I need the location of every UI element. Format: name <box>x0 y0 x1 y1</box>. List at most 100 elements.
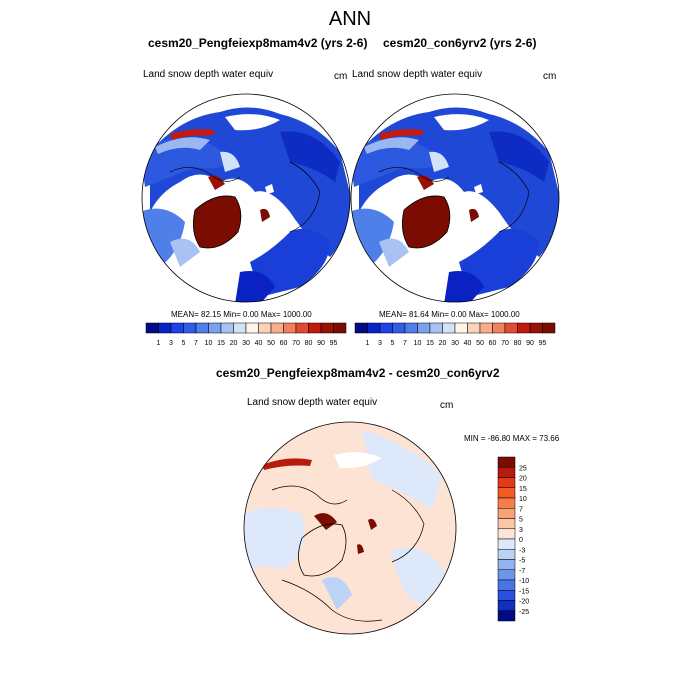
colorbar-tick-label: 60 <box>489 340 497 347</box>
colorbar-swatch <box>497 559 516 570</box>
colorbar-swatch <box>479 322 493 334</box>
panel-1-map-boundary <box>141 93 351 303</box>
colorbar-swatch <box>354 322 368 334</box>
colorbar-tick-label: -20 <box>519 599 529 606</box>
colorbar-swatch <box>497 487 516 499</box>
colorbar-swatch <box>158 322 172 334</box>
colorbar-swatch <box>220 322 234 334</box>
colorbar-swatch <box>417 322 431 334</box>
colorbar-swatch <box>517 322 531 334</box>
panel-2-map-field <box>351 94 559 302</box>
colorbar-tick-label: 70 <box>292 340 300 347</box>
colorbar-swatch <box>245 322 259 334</box>
colorbar-swatch <box>467 322 481 334</box>
colorbar-tick-label: 40 <box>464 340 472 347</box>
colorbar-tick-label: 7 <box>403 340 407 347</box>
colorbar-swatch <box>404 322 418 334</box>
panel-1-case-title: cesm20_Pengfeiexp8mam4v2 (yrs 2-6) <box>148 36 368 50</box>
colorbar-tick-label: 7 <box>519 506 523 513</box>
panel-2-colorbar: 1 3 5 7 10 15 20 30 40 50 60 70 80 90 95 <box>354 322 556 347</box>
colorbar-tick-label: 3 <box>378 340 382 347</box>
panel-3-stats: MIN = -86.80 MAX = 73.66 <box>464 434 560 443</box>
colorbar-tick-label: -25 <box>519 609 529 616</box>
colorbar-tick-label: 0 <box>519 537 523 544</box>
colorbar-tick-label: 20 <box>230 340 238 347</box>
colorbar-tick-label: 20 <box>439 340 447 347</box>
colorbar-tick-label: -15 <box>519 588 529 595</box>
colorbar-swatch <box>497 467 516 478</box>
colorbar-swatch <box>529 322 543 334</box>
panel-3-units: cm <box>440 400 454 411</box>
colorbar-swatch <box>497 508 516 519</box>
panel-3-map-field <box>244 422 456 634</box>
colorbar-swatch <box>233 322 247 334</box>
colorbar-tick-label: 25 <box>519 465 527 472</box>
colorbar-swatch <box>497 549 516 560</box>
colorbar-tick-label: -3 <box>519 547 525 554</box>
panel-2-variable-label: Land snow depth water equiv <box>352 69 483 80</box>
colorbar-swatch <box>258 322 272 334</box>
colorbar-swatch <box>379 322 393 334</box>
colorbar-tick-label: 90 <box>526 340 534 347</box>
colorbar-swatch <box>208 322 222 334</box>
colorbar-tick-label: 10 <box>414 340 422 347</box>
colorbar-tick-label: 95 <box>330 340 338 347</box>
colorbar-tick-label: 3 <box>169 340 173 347</box>
page-title: ANN <box>328 8 372 30</box>
colorbar-swatch <box>270 322 284 334</box>
colorbar-tick-label: 15 <box>519 486 527 493</box>
colorbar-tick-label: 95 <box>539 340 547 347</box>
colorbar-tick-label: 80 <box>514 340 522 347</box>
colorbar-tick-label: 80 <box>305 340 313 347</box>
colorbar-swatch <box>497 569 516 581</box>
colorbar-tick-label: 5 <box>182 340 186 347</box>
panel-1-polar-map <box>141 93 351 303</box>
colorbar-tick-label: 10 <box>205 340 213 347</box>
colorbar-swatch <box>145 322 159 334</box>
colorbar-tick-label: 10 <box>519 496 527 503</box>
colorbar-swatch <box>492 322 506 334</box>
colorbar-tick-label: 20 <box>519 476 527 483</box>
colorbar-tick-label: 5 <box>391 340 395 347</box>
colorbar-swatch <box>333 322 347 334</box>
panel-3-map-boundary <box>243 421 457 635</box>
colorbar-swatch <box>367 322 381 334</box>
colorbar-tick-label: 15 <box>426 340 434 347</box>
colorbar-swatch <box>542 322 556 334</box>
colorbar-tick-label: -5 <box>519 558 525 565</box>
colorbar-swatch <box>320 322 334 334</box>
panel-2-stats: MEAN= 81.64 Min= 0.00 Max= 1000.00 <box>379 310 520 319</box>
colorbar-tick-label: 40 <box>255 340 263 347</box>
panel-2-map-boundary <box>350 93 560 303</box>
panel-2-polar-map <box>350 93 560 303</box>
colorbar-swatch <box>429 322 443 334</box>
colorbar-swatch <box>195 322 209 334</box>
panel-3-polar-map <box>243 421 457 635</box>
colorbar-swatch <box>497 477 516 488</box>
colorbar-swatch <box>497 528 516 540</box>
panel-1-stats: MEAN= 82.15 Min= 0.00 Max= 1000.00 <box>171 310 312 319</box>
colorbar-swatch <box>442 322 456 334</box>
colorbar-swatch <box>497 518 516 529</box>
colorbar-tick-label: 70 <box>501 340 509 347</box>
colorbar-swatch <box>170 322 184 334</box>
colorbar-tick-label: 1 <box>157 340 161 347</box>
colorbar-swatch <box>295 322 309 334</box>
panel-1-map-field <box>142 94 350 302</box>
colorbar-tick-label: -7 <box>519 568 525 575</box>
colorbar-swatch <box>497 610 516 622</box>
colorbar-tick-label: 1 <box>366 340 370 347</box>
colorbar-swatch <box>497 590 516 601</box>
colorbar-tick-label: 5 <box>519 517 523 524</box>
colorbar-tick-label: 60 <box>280 340 288 347</box>
colorbar-tick-label: 7 <box>194 340 198 347</box>
colorbar-tick-label: 90 <box>317 340 325 347</box>
colorbar-swatch <box>497 600 516 611</box>
colorbar-swatch <box>497 538 516 550</box>
colorbar-tick-label: 50 <box>476 340 484 347</box>
colorbar-tick-label: 3 <box>519 527 523 534</box>
colorbar-swatch <box>504 322 518 334</box>
panel-3-variable-label: Land snow depth water equiv <box>247 397 378 408</box>
colorbar-swatch <box>497 456 516 468</box>
colorbar-tick-label: 30 <box>451 340 459 347</box>
